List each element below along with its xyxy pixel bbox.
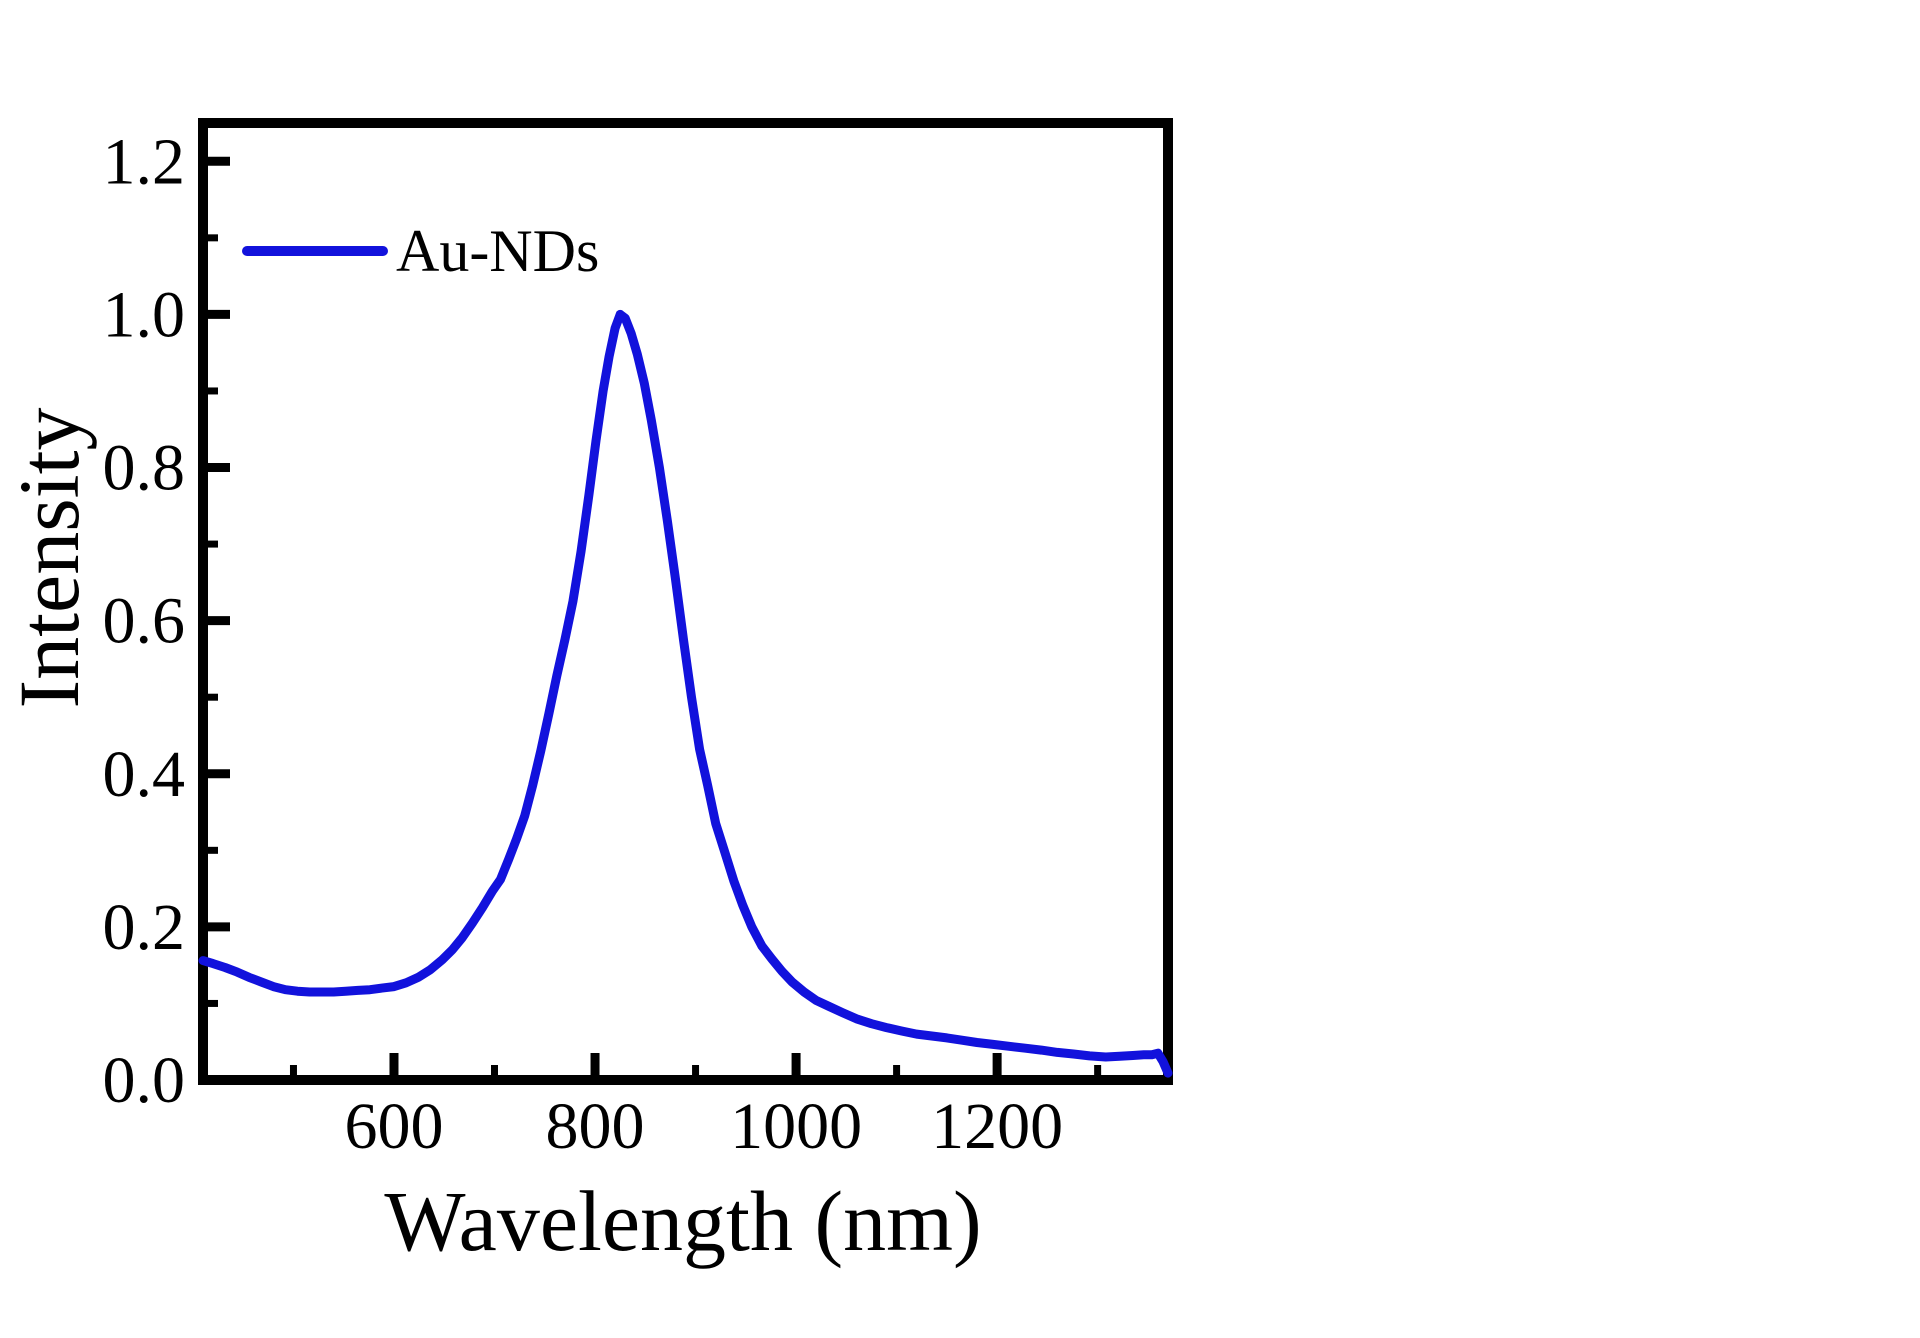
- y-axis-title: Intensity: [1, 408, 97, 709]
- x-tick-label: 600: [344, 1090, 443, 1163]
- y-tick-label: 0.4: [103, 738, 186, 811]
- x-axis-major-ticks: [389, 1053, 1002, 1080]
- y-tick-label: 0.2: [103, 891, 186, 964]
- x-axis-minor-ticks: [289, 1065, 1102, 1080]
- y-tick-label: 0.6: [103, 585, 186, 658]
- y-axis-minor-ticks: [203, 234, 218, 1007]
- legend-label: Au-NDs: [396, 218, 599, 284]
- y-tick-label: 0.8: [103, 432, 186, 505]
- y-tick-label: 1.2: [103, 125, 186, 198]
- x-tick-label: 1000: [730, 1090, 862, 1163]
- y-tick-label: 0.0: [103, 1044, 186, 1117]
- y-axis-tick-labels: 0.0 0.2 0.4 0.6 0.8 1.0 1.2: [103, 125, 186, 1117]
- x-axis-title: Wavelength (nm): [384, 1173, 981, 1269]
- legend: Au-NDs: [242, 218, 599, 284]
- x-tick-label: 800: [546, 1090, 645, 1163]
- y-tick-label: 1.0: [103, 278, 186, 351]
- y-axis-major-ticks: [203, 156, 230, 1085]
- au-nds-spectrum-curve: [198, 309, 1173, 1078]
- plot-frame: [198, 118, 1173, 1085]
- x-tick-label: 1200: [931, 1090, 1063, 1163]
- x-axis-tick-labels: 600 800 1000 1200: [344, 1090, 1063, 1163]
